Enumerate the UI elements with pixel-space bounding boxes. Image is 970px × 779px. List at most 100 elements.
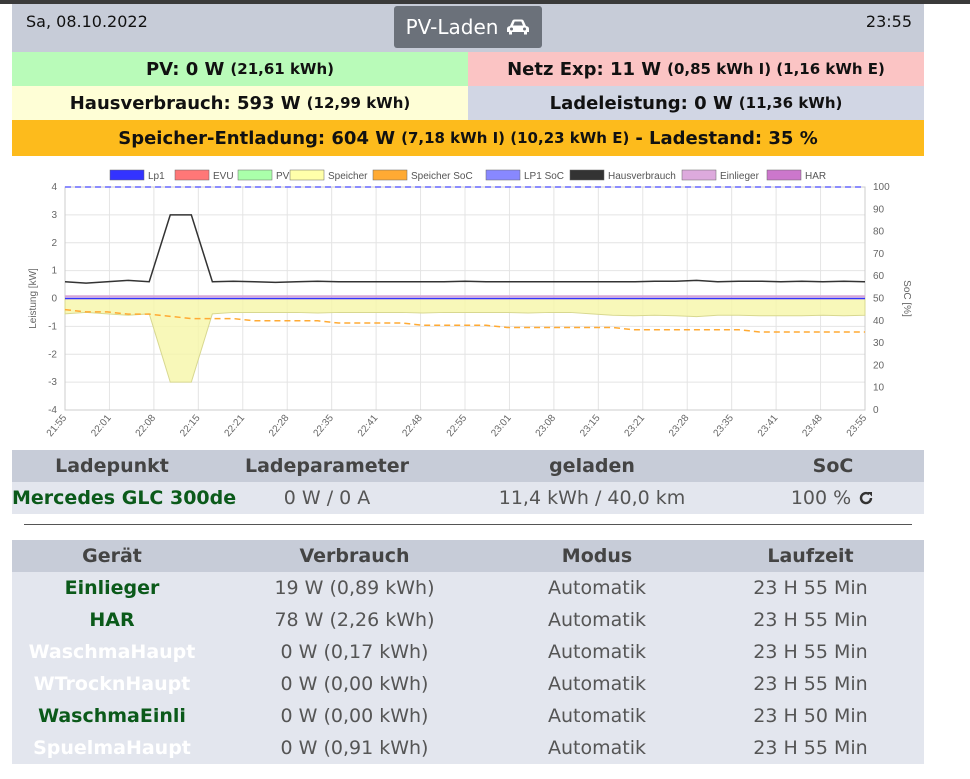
y2-tick-label: 30	[873, 338, 885, 349]
device-mode[interactable]: Automatik	[548, 673, 646, 695]
legend-label: Hausverbrauch	[608, 171, 676, 182]
y-tick-label: -1	[48, 321, 57, 332]
house-label: Hausverbrauch: 593 W	[69, 92, 301, 114]
device-name[interactable]: WTrocknHaupt	[33, 673, 191, 695]
date-label: Sa, 08.10.2022	[26, 12, 148, 31]
y-tick-label: -3	[48, 377, 57, 388]
device-mode[interactable]: Automatik	[548, 609, 646, 631]
device-consumption: 0 W (0,17 kWh)	[280, 641, 429, 663]
charge-summary: Ladeleistung: 0 W (11,36 kWh)	[468, 86, 924, 120]
car-icon	[507, 19, 530, 35]
x-tick-label: 22:48	[400, 413, 425, 440]
charge-mode-button[interactable]: PV-Laden	[394, 6, 542, 48]
legend-label: Speicher	[328, 171, 368, 182]
legend-swatch	[289, 169, 325, 181]
house-summary: Hausverbrauch: 593 W (12,99 kWh)	[12, 86, 468, 120]
table-row: Mercedes GLC 300de 0 W / 0 A 11,4 kWh / …	[12, 482, 924, 514]
pv-summary: PV: 0 W (21,61 kWh)	[12, 52, 468, 86]
device-runtime: 23 H 55 Min	[753, 737, 868, 759]
legend-label: PV	[276, 171, 290, 182]
col-soc: SoC	[812, 455, 854, 477]
charge-param: 0 W / 0 A	[283, 487, 371, 509]
x-tick-label: 22:35	[311, 413, 336, 440]
device-consumption: 0 W (0,00 kWh)	[280, 705, 429, 727]
y2-tick-label: 90	[873, 204, 885, 215]
col-ladeparameter: Ladeparameter	[244, 455, 410, 477]
header-bar: Sa, 08.10.2022 PV-Laden 23:55	[12, 4, 924, 52]
grid-detail: (0,85 kWh I) (1,16 kWh E)	[667, 60, 885, 78]
device-consumption: 0 W (0,00 kWh)	[280, 673, 429, 695]
x-tick-label: 23:15	[578, 413, 603, 440]
y2-tick-label: 100	[873, 182, 890, 193]
x-tick-label: 23:48	[800, 413, 825, 440]
y2-tick-label: 40	[873, 316, 885, 327]
pv-label: PV: 0 W	[145, 58, 225, 80]
x-tick-label: 22:15	[178, 413, 203, 440]
device-mode[interactable]: Automatik	[548, 705, 646, 727]
charge-detail: (11,36 kWh)	[738, 94, 843, 112]
x-tick-label: 23:21	[623, 413, 648, 440]
devices-table: Gerät Verbrauch Modus Laufzeit Einlieger…	[12, 540, 924, 764]
legend-label: Einlieger	[720, 171, 760, 182]
house-detail: (12,99 kWh)	[306, 94, 411, 112]
y-tick-label: 1	[51, 266, 57, 277]
device-name[interactable]: HAR	[89, 609, 135, 631]
top-border	[0, 0, 970, 4]
col-geladen: geladen	[549, 455, 635, 477]
table-row: Einlieger 19 W (0,89 kWh) Automatik 23 H 55…	[12, 572, 924, 604]
y2-tick-label: 50	[873, 294, 885, 305]
ladepunkt-table-header: Ladepunkt Ladeparameter geladen SoC	[12, 450, 924, 482]
y2-tick-label: 0	[873, 405, 879, 416]
legend-swatch	[766, 169, 802, 181]
power-chart[interactable]: Lp1 EVU PV Speicher Speicher SoC LP1 SoC Hausv…	[12, 160, 924, 445]
y-tick-label: 4	[51, 182, 57, 193]
y2-tick-label: 20	[873, 360, 885, 371]
table-row: SpuelmaHaupt 0 W (0,91 kWh) Automatik 23 H …	[12, 732, 924, 764]
col-ladepunkt: Ladepunkt	[55, 455, 169, 477]
x-tick-label: 22:21	[223, 413, 248, 440]
series-speicher-soc	[64, 308, 865, 333]
legend-label: Lp1	[148, 171, 165, 182]
table-row: WTrocknHaupt 0 W (0,00 kWh) Automatik 23 H …	[12, 668, 924, 700]
time-label: 23:55	[865, 12, 912, 31]
table-row: WaschmaEinli 0 W (0,00 kWh) Automatik 23 H …	[12, 700, 924, 732]
y-tick-label: 2	[51, 238, 57, 249]
summary-row-3: Speicher-Entladung: 604 W (7,18 kWh I) (1…	[12, 120, 924, 156]
x-tick-label: 22:01	[89, 413, 114, 440]
refresh-icon[interactable]	[857, 489, 875, 507]
device-mode[interactable]: Automatik	[548, 641, 646, 663]
y2-tick-label: 80	[873, 227, 885, 238]
col-verbrauch: Verbrauch	[299, 545, 410, 567]
legend-swatch	[569, 169, 605, 181]
legend-label: Speicher SoC	[411, 171, 473, 182]
device-name[interactable]: Einlieger	[64, 577, 160, 599]
series-hausverbrauch	[64, 214, 866, 284]
legend-swatch	[372, 169, 408, 181]
y2-tick-label: 10	[873, 383, 885, 394]
grid-label: Netz Exp: 11 W	[507, 58, 662, 80]
battery-detail: (7,18 kWh I) (10,23 kWh E)	[401, 129, 630, 147]
col-laufzeit: Laufzeit	[767, 545, 854, 567]
device-runtime: 23 H 55 Min	[753, 641, 868, 663]
table-row: HAR 78 W (2,26 kWh) Automatik 23 H 55 Min	[12, 604, 924, 636]
device-mode[interactable]: Automatik	[548, 577, 646, 599]
charged-amount: 11,4 kWh / 40,0 km	[498, 487, 686, 509]
device-mode[interactable]: Automatik	[548, 737, 646, 759]
x-tick-label: 22:41	[356, 413, 381, 440]
summary-row-2: Hausverbrauch: 593 W (12,99 kWh) Ladeleis…	[12, 86, 924, 120]
x-tick-label: 22:08	[134, 413, 159, 440]
x-tick-label: 23:35	[711, 413, 736, 440]
charge-mode-label: PV-Laden	[405, 15, 499, 39]
device-runtime: 23 H 55 Min	[753, 673, 868, 695]
device-name[interactable]: SpuelmaHaupt	[33, 737, 191, 759]
vehicle-name[interactable]: Mercedes GLC 300de	[12, 487, 237, 509]
summary-row-1: PV: 0 W (21,61 kWh) Netz Exp: 11 W (0,85 k…	[12, 52, 924, 86]
legend-label: EVU	[213, 171, 234, 182]
device-name[interactable]: WaschmaEinli	[38, 705, 186, 727]
battery-label: Speicher-Entladung: 604 W	[118, 127, 396, 149]
x-tick-label: 22:55	[445, 413, 470, 440]
device-name[interactable]: WaschmaHaupt	[28, 641, 196, 663]
legend-swatch	[681, 169, 717, 181]
y-tick-label: -4	[48, 405, 57, 416]
col-geraet: Gerät	[82, 545, 142, 567]
